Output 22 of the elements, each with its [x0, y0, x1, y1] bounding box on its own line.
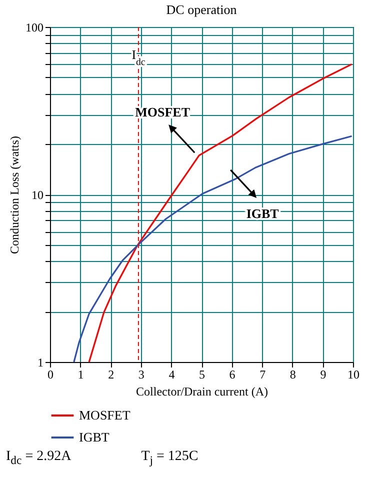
- x-tick-label: 3: [138, 368, 144, 382]
- x-tick-label: 8: [290, 368, 296, 382]
- x-tick-label: 9: [320, 368, 326, 382]
- text: I$_{dc}$ = 2.92A: [6, 449, 72, 467]
- x-tick-label: 7: [260, 368, 266, 382]
- y-tick-label: 1: [38, 356, 44, 370]
- legend-label: MOSFET: [79, 408, 130, 422]
- x-tick-label: 10: [348, 368, 360, 382]
- x-tick-label: 0: [48, 368, 54, 382]
- x-tick-label: 6: [229, 368, 236, 382]
- y-tick-label: 10: [32, 188, 44, 202]
- y-axis-title: Conduction Loss (watts): [8, 136, 22, 254]
- y-tick-label: 100: [26, 20, 44, 34]
- x-tick-label: 5: [199, 368, 205, 382]
- x-tick-label: 1: [78, 368, 84, 382]
- text: T$_{j}$ = 125C: [141, 449, 198, 467]
- x-axis-title: Collector/Drain current (A): [136, 384, 268, 398]
- legend-label: IGBT: [79, 430, 110, 444]
- chart-title: DC operation: [166, 2, 238, 17]
- line-series: [73, 135, 353, 363]
- x-tick-label: 4: [168, 368, 175, 382]
- x-tick-label: 2: [108, 368, 114, 382]
